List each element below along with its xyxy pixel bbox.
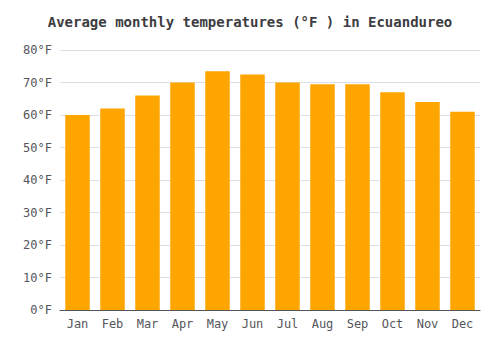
- svg-text:Aug: Aug: [312, 317, 334, 331]
- svg-text:Jan: Jan: [67, 317, 89, 331]
- svg-text:Feb: Feb: [102, 317, 124, 331]
- svg-text:Oct: Oct: [382, 317, 404, 331]
- svg-text:Nov: Nov: [417, 317, 439, 331]
- svg-text:50°F: 50°F: [23, 141, 52, 155]
- svg-text:Sep: Sep: [347, 317, 369, 331]
- svg-text:60°F: 60°F: [23, 108, 52, 122]
- svg-text:May: May: [207, 317, 229, 331]
- svg-text:Apr: Apr: [172, 317, 194, 331]
- svg-text:Average monthly temperatures (: Average monthly temperatures (°F ) in Ec…: [48, 14, 453, 30]
- svg-text:Jun: Jun: [242, 317, 264, 331]
- svg-text:Dec: Dec: [452, 317, 474, 331]
- svg-text:Mar: Mar: [137, 317, 159, 331]
- svg-text:30°F: 30°F: [23, 206, 52, 220]
- svg-text:10°F: 10°F: [23, 271, 52, 285]
- svg-text:0°F: 0°F: [30, 303, 52, 317]
- svg-text:80°F: 80°F: [23, 43, 52, 57]
- svg-text:70°F: 70°F: [23, 76, 52, 90]
- svg-text:40°F: 40°F: [23, 173, 52, 187]
- svg-text:20°F: 20°F: [23, 238, 52, 252]
- svg-text:Jul: Jul: [277, 317, 299, 331]
